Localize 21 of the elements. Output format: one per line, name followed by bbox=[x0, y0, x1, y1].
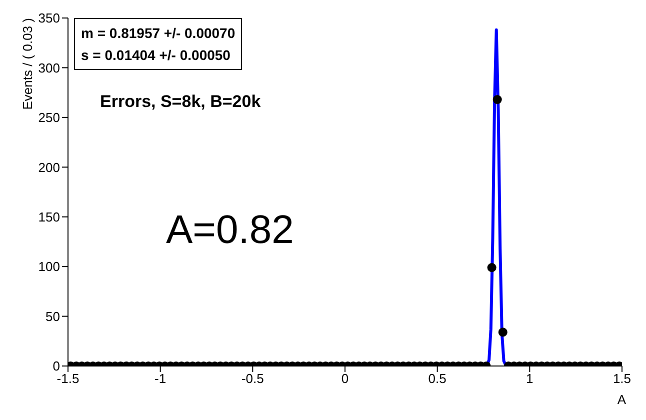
x-tick-label: -0.5 bbox=[241, 371, 264, 386]
y-tick-label: 350 bbox=[38, 10, 60, 26]
x-tick-label: 0.5 bbox=[428, 371, 446, 386]
annotation: s = 0.01404 +/- 0.00050 bbox=[81, 46, 232, 65]
y-tick-label: 250 bbox=[38, 110, 60, 126]
x-tick-label: 1 bbox=[526, 371, 534, 386]
text: Errors, S=8k, B=20k bbox=[100, 92, 261, 112]
y-axis-title: Events / ( 0.03 ) bbox=[20, 18, 35, 110]
y-tick-label: 300 bbox=[38, 60, 60, 76]
x-axis-title: A bbox=[617, 392, 626, 407]
y-tick-label: 100 bbox=[38, 259, 60, 274]
x-tick-label: 1.5 bbox=[612, 371, 632, 386]
y-tick-label: 0 bbox=[52, 358, 60, 374]
y-tick-label: 200 bbox=[38, 160, 60, 175]
y-tick-label: 50 bbox=[46, 308, 60, 324]
annotation: m = 0.81957 +/- 0.00070 bbox=[81, 24, 236, 43]
annotation: A=0.82 bbox=[166, 208, 294, 253]
x-tick-label: -1.5 bbox=[56, 371, 80, 386]
x-tick-label: -1 bbox=[154, 371, 166, 386]
y-tick-label: 150 bbox=[38, 209, 60, 224]
x-tick-label: 0 bbox=[341, 371, 349, 386]
